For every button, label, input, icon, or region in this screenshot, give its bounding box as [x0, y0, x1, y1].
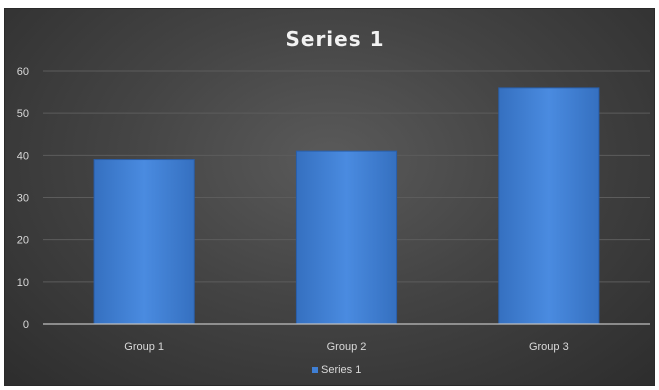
y-tick-label: 30: [17, 193, 29, 205]
bars: [93, 87, 600, 325]
x-category-label: Group 2: [327, 341, 367, 353]
legend-swatch: [312, 367, 318, 373]
y-tick-label: 0: [23, 319, 29, 331]
y-tick-label: 20: [17, 235, 29, 247]
y-tick-label: 40: [17, 150, 29, 162]
x-axis-categories: Group 1 Group 2 Group 3: [124, 341, 568, 353]
bar-group-2: [295, 150, 398, 325]
y-tick-label: 50: [17, 108, 29, 120]
legend: Series 1: [312, 364, 361, 376]
y-tick-label: 60: [17, 66, 29, 78]
chart-area: Series 1 0 10 20 30 40 50 60 Group 1 Group 2 Gro…: [4, 8, 655, 386]
x-category-label: Group 3: [529, 341, 569, 353]
y-axis-ticks: 0 10 20 30 40 50 60: [17, 66, 29, 331]
bar-group-3: [498, 87, 600, 325]
y-tick-label: 10: [17, 277, 29, 289]
bar-group-1: [93, 159, 195, 325]
chart-title: Series 1: [285, 27, 384, 51]
x-category-label: Group 1: [124, 341, 164, 353]
legend-label: Series 1: [321, 364, 361, 376]
